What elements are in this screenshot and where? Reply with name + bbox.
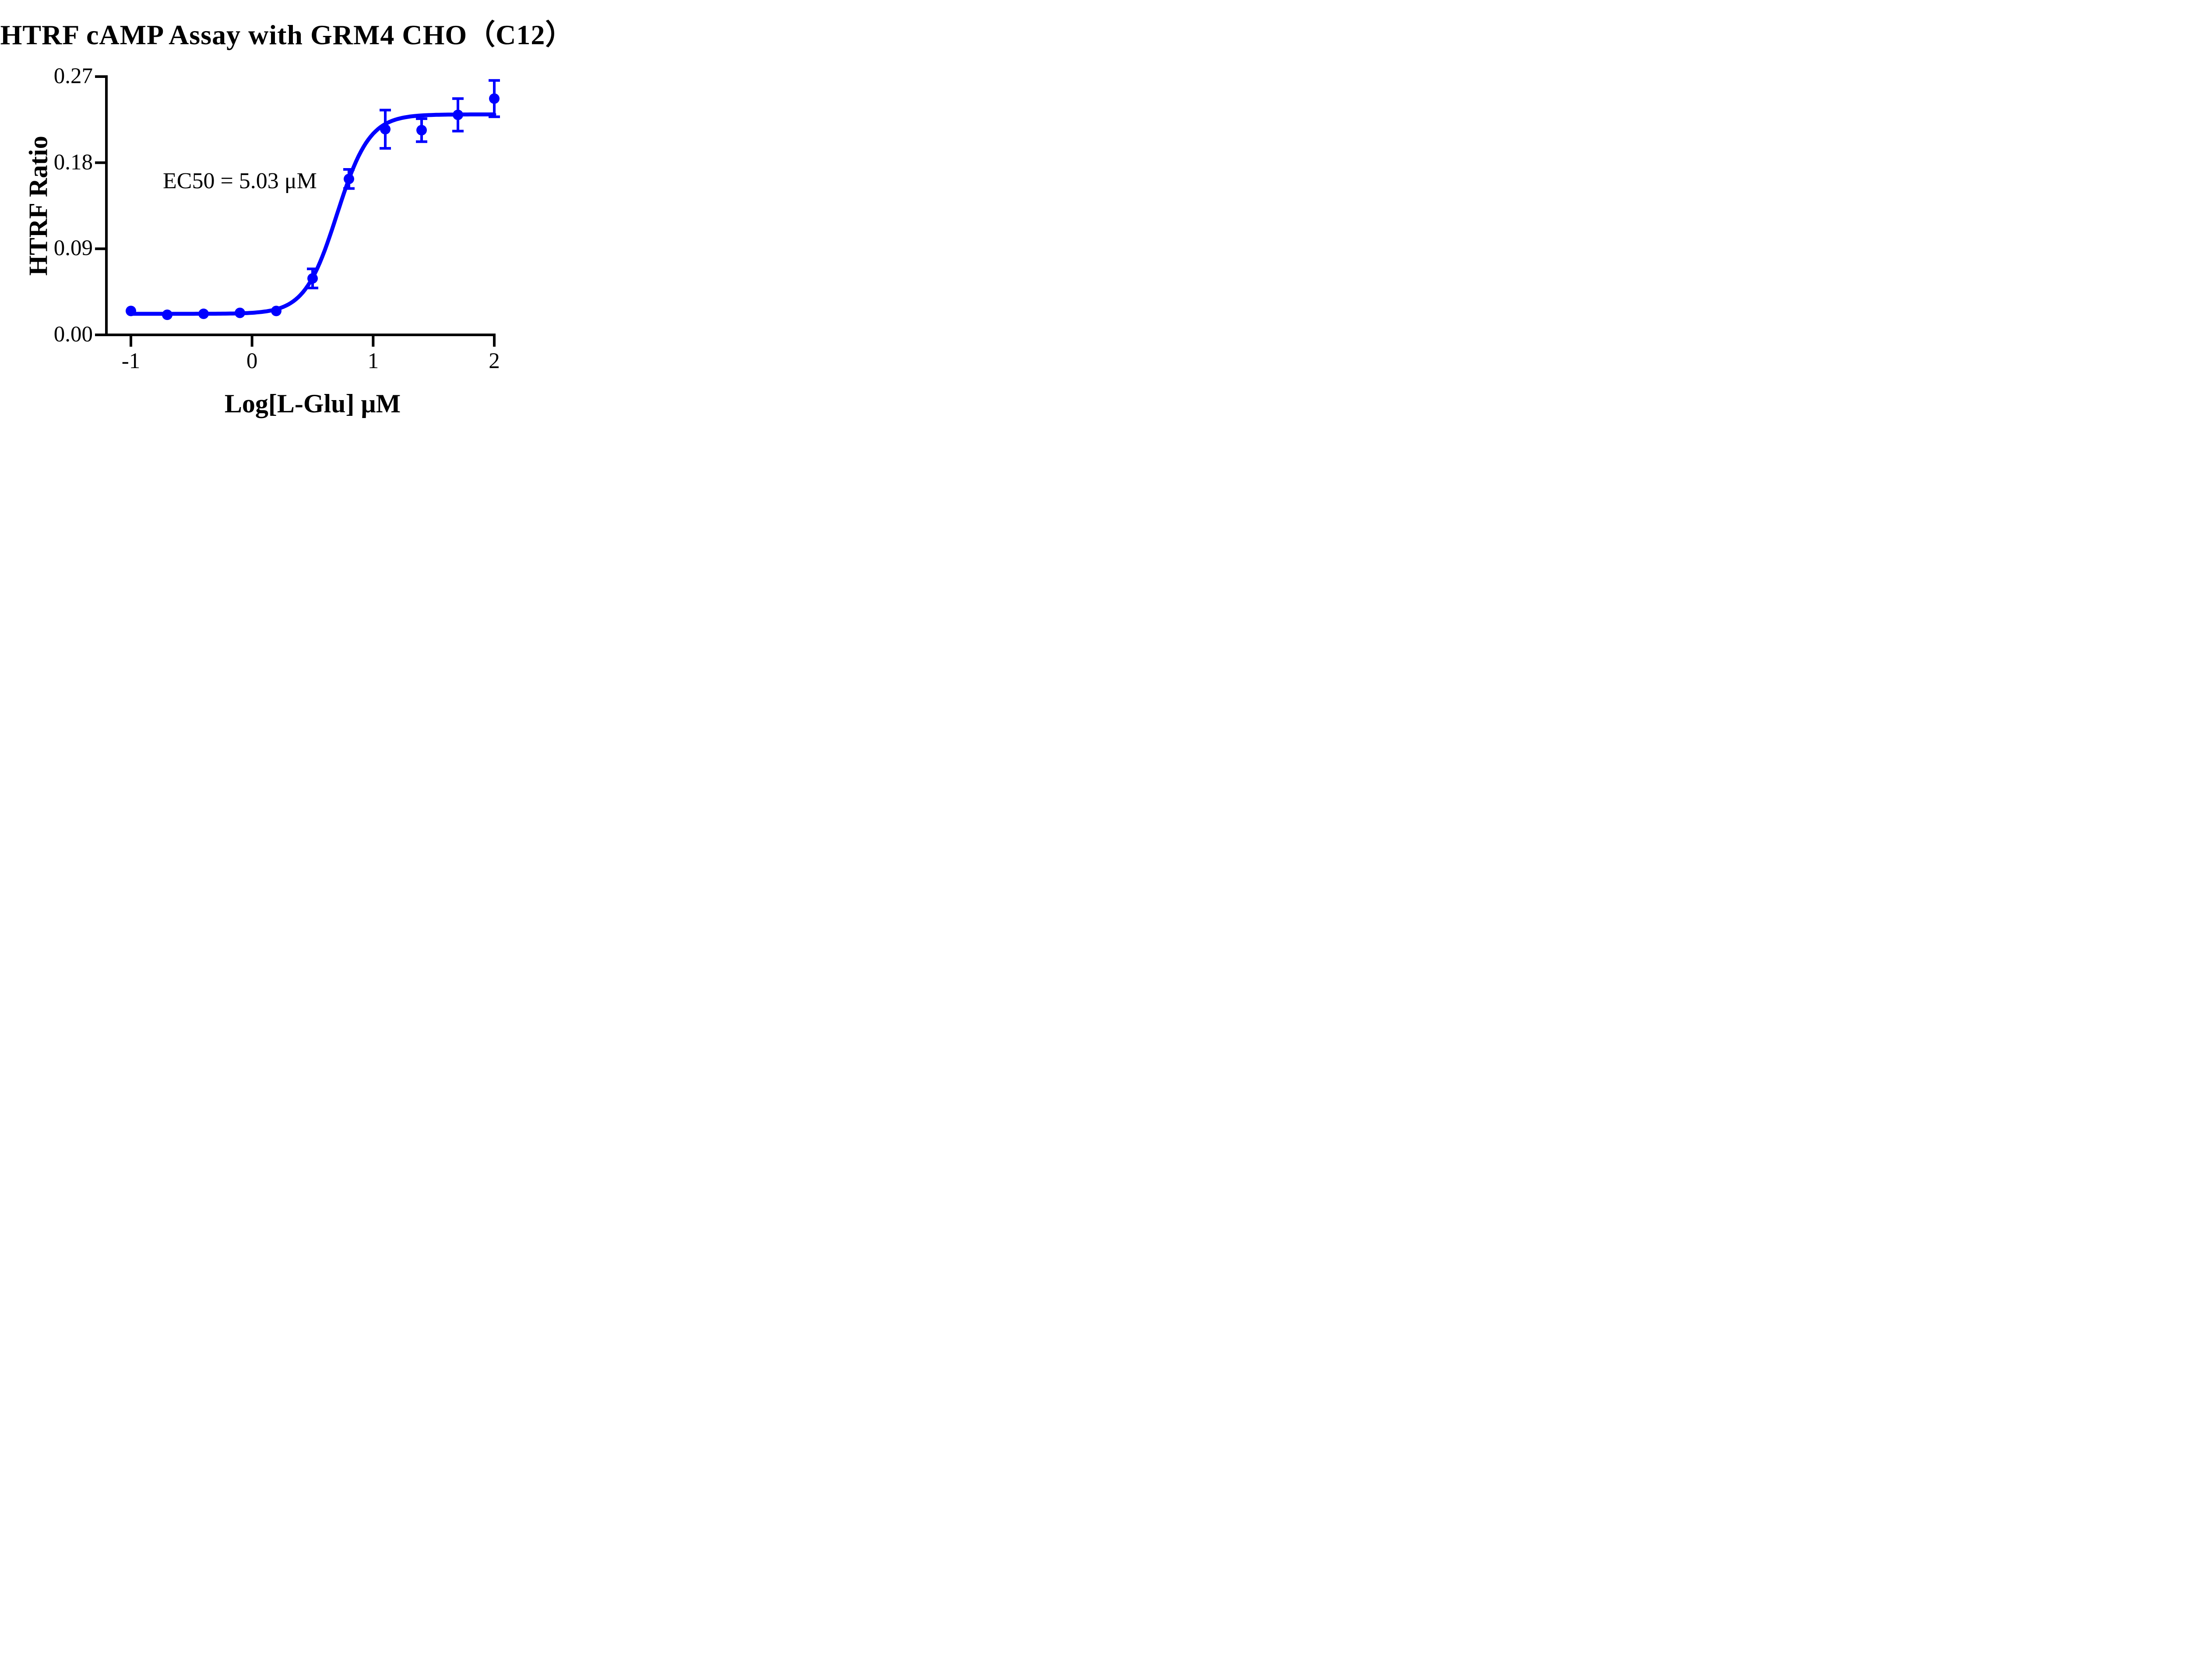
x-tick-label: 2 — [489, 349, 500, 373]
data-point — [489, 93, 500, 104]
x-tick-label: 1 — [367, 349, 379, 373]
chart-title: HTRF cAMP Assay with GRM4 CHO（C12） — [0, 19, 574, 50]
data-point — [416, 125, 427, 136]
y-tick-label: 0.09 — [53, 236, 93, 261]
x-tick-label: -1 — [121, 349, 141, 373]
data-point — [380, 124, 391, 135]
y-tick — [95, 247, 105, 250]
data-point — [198, 308, 209, 319]
x-tick-label: 0 — [246, 349, 258, 373]
data-point — [126, 306, 136, 316]
chart-figure: HTRF cAMP Assay with GRM4 CHO（C12） HTRF … — [0, 0, 574, 420]
x-axis-line — [95, 334, 496, 336]
data-point — [344, 173, 354, 184]
y-tick — [95, 161, 105, 164]
x-axis-title: Log[L-Glu] μM — [224, 389, 401, 418]
data-point — [162, 309, 172, 320]
y-tick — [95, 334, 105, 336]
x-tick — [493, 336, 496, 347]
data-point — [271, 306, 282, 316]
y-tick — [95, 75, 105, 78]
ec50-annotation: EC50 = 5.03 μM — [163, 169, 317, 193]
y-tick-label: 0.27 — [53, 64, 93, 88]
data-point — [453, 109, 463, 120]
data-point — [307, 273, 318, 284]
y-tick-label: 0.00 — [53, 322, 93, 347]
data-point — [235, 307, 245, 318]
x-tick — [372, 336, 375, 347]
plot-area — [95, 75, 500, 347]
y-axis-line — [105, 75, 108, 336]
y-tick-label: 0.18 — [53, 150, 93, 175]
x-tick — [250, 336, 253, 347]
x-tick — [130, 336, 132, 347]
